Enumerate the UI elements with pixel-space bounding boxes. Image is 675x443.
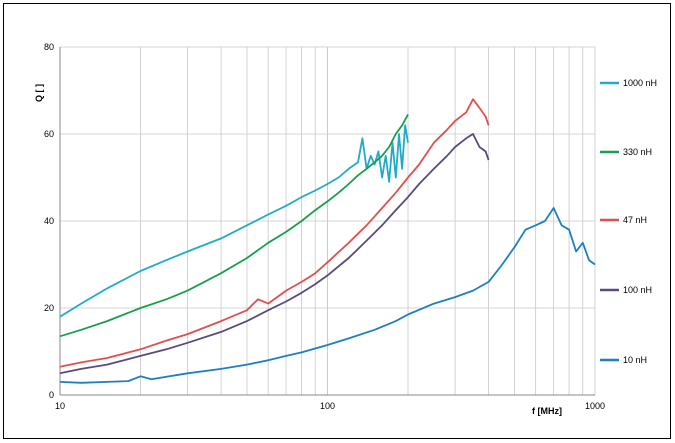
legend-label: 100 nH [623,285,652,295]
legend: 1000 nH 330 nH 47 nH 100 nH 10 nH [600,78,657,365]
y-tick-label: 0 [49,390,54,400]
chart-frame: 0 20 40 60 80 10 100 1000 1000 nH 330 nH 47 nH 100… [3,3,671,439]
y-tick-label: 60 [44,129,54,139]
series-lines [59,98,596,384]
series-line-47-nh [59,98,490,368]
y-tick-label: 80 [44,42,54,52]
legend-label: 1000 nH [623,78,657,88]
x-axis-label: f [MHz] [532,406,562,416]
legend-label: 10 nH [623,355,647,365]
y-tick-label: 20 [44,303,54,313]
x-tick-label: 10 [55,401,65,411]
series-line-1000-nh [59,124,409,318]
axes [59,47,595,396]
y-tick-label: 40 [44,216,54,226]
y-axis-label: Q [ ] [34,84,44,102]
series-line-100-nh [59,133,490,375]
legend-label: 47 nH [623,215,647,225]
series-line-10-nh [59,207,596,384]
grid [59,46,596,396]
tick-labels: 0 20 40 60 80 10 100 1000 [44,42,605,411]
series-line-330-nh [59,113,409,338]
x-tick-label: 1000 [585,401,605,411]
x-tick-label: 100 [320,401,335,411]
legend-label: 330 nH [623,147,652,157]
